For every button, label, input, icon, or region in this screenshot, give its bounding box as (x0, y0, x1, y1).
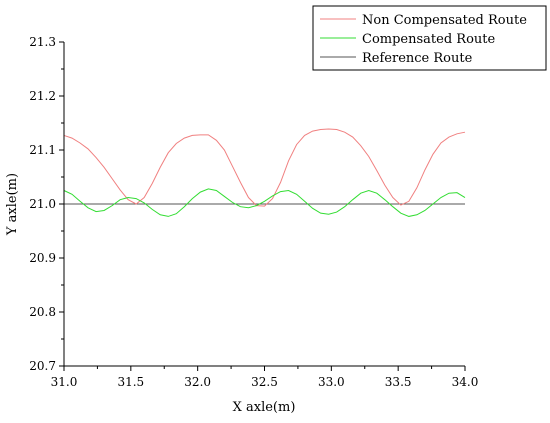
x-tick-label: 33.5 (385, 375, 412, 389)
plot-lines (63, 128, 466, 217)
x-tick-label: 32.5 (251, 375, 278, 389)
x-tick-label: 32.0 (184, 375, 211, 389)
x-tick-label: 31.5 (117, 375, 144, 389)
y-tick-label: 21.1 (29, 143, 56, 157)
x-axis-ticks: 31.0 31.5 32.0 32.5 33.0 33.5 34.0 (51, 366, 479, 389)
x-tick-label: 31.0 (51, 375, 78, 389)
y-tick-label: 21.2 (29, 89, 56, 103)
y-tick-label: 21.0 (29, 197, 56, 211)
legend-label-reference-route: Reference Route (362, 51, 473, 66)
legend-label-non-compensated-route: Non Compensated Route (362, 13, 527, 28)
legend-label-compensated-route: Compensated Route (362, 32, 495, 47)
y-tick-label: 20.7 (29, 359, 56, 373)
y-axis-title: Y axle(m) (5, 173, 20, 236)
x-tick-label: 34.0 (452, 375, 479, 389)
series-line-compensated-route (63, 188, 466, 217)
y-tick-label: 21.3 (29, 35, 56, 49)
y-tick-label: 20.8 (29, 305, 56, 319)
legend: Non Compensated Route Compensated Route Re… (312, 5, 547, 71)
y-axis-ticks: 20.7 20.8 20.9 21.0 21.1 21.2 21.3 (29, 35, 64, 373)
x-tick-label: 33.0 (318, 375, 345, 389)
y-tick-label: 20.9 (29, 251, 56, 265)
x-axis-title: X axle(m) (233, 400, 296, 415)
series-line-non-compensated-route (63, 128, 466, 207)
